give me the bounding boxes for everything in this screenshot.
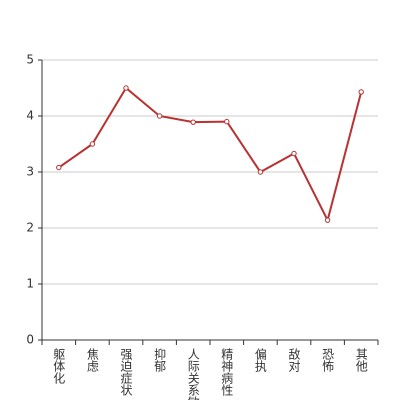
x-tick-label: 人际关系敏感 — [186, 348, 200, 400]
x-tick-label: 其他 — [354, 348, 368, 372]
y-tick-label: 0 — [26, 333, 34, 347]
line — [58, 86, 363, 223]
x-tick-label: 焦虑 — [85, 348, 99, 372]
x-tick-label: 精神病性 — [220, 348, 234, 397]
x-tick-label: 强迫症状 — [119, 348, 133, 396]
x-tick-label: 躯体化 — [52, 347, 66, 385]
point — [156, 113, 163, 119]
y-tick-label: 3 — [26, 165, 34, 179]
point — [358, 89, 364, 95]
point — [190, 119, 196, 125]
y-tick-label: 2 — [26, 221, 34, 235]
point — [123, 85, 129, 91]
x-tick-label: 偏执 — [253, 347, 267, 373]
point — [291, 150, 297, 157]
x-tick-label: 敌对 — [287, 347, 301, 372]
point — [257, 169, 264, 175]
point — [56, 164, 62, 171]
point — [224, 118, 230, 125]
x-tick-label: 恐怖 — [321, 348, 335, 372]
y-tick-label: 4 — [26, 109, 34, 123]
point — [324, 217, 331, 223]
x-tick-label: 抑郁 — [153, 347, 167, 373]
y-tick-label: 5 — [26, 53, 34, 67]
point — [89, 141, 96, 147]
y-tick-label: 1 — [26, 277, 34, 291]
